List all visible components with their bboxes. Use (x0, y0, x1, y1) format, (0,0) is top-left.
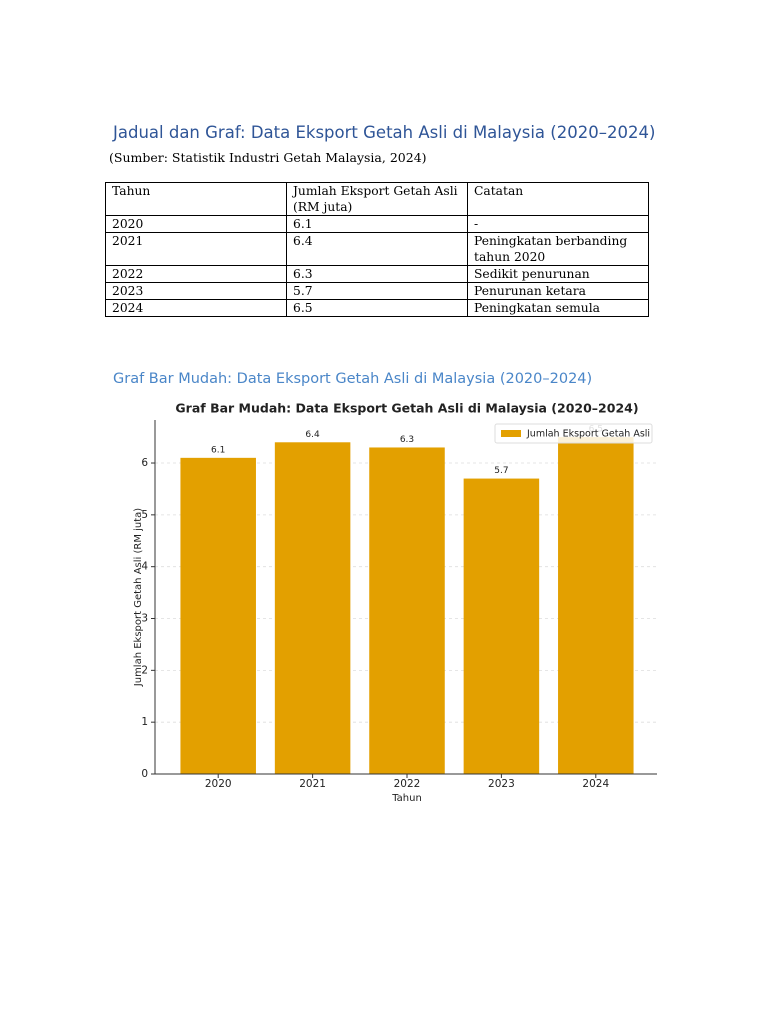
section-title: Graf Bar Mudah: Data Eksport Getah Asli … (113, 371, 593, 387)
legend-box (494, 423, 653, 444)
legend-label: Jumlah Eksport Getah Asli (526, 429, 650, 440)
bar (558, 437, 634, 774)
header-row: Tahun Jumlah Eksport Getah Asli (RM juta)… (105, 182, 649, 216)
bar (274, 442, 351, 774)
y-tick-label: 2 (141, 664, 148, 676)
table-cell: Catatan (467, 182, 649, 216)
data-label: 6.3 (400, 435, 414, 445)
y-tick-label: 4 (141, 561, 148, 573)
legend-swatch (501, 430, 521, 437)
table-row: 2024 6.5 Peningkatan semula (105, 299, 649, 317)
data-label: 6.4 (305, 430, 320, 440)
x-tick-label: 2020 (205, 778, 232, 790)
bar (180, 457, 256, 774)
document-title: Jadual dan Graf: Data Eksport Getah Asli… (113, 123, 656, 142)
table-cell: 6.5 (286, 299, 468, 317)
table-cell: 2024 (105, 299, 287, 317)
y-tick-label: 0 (141, 768, 148, 780)
y-tick-label: 3 (141, 613, 148, 625)
y-tick-label: 6 (141, 457, 148, 469)
x-axis-label: Tahun (391, 793, 422, 804)
data-label: 5.7 (494, 466, 508, 476)
table-cell: Peningkatan berbanding tahun 2020 (467, 232, 649, 266)
x-tick-label: 2022 (394, 778, 421, 790)
x-tick-label: 2024 (582, 778, 609, 790)
x-tick-label: 2021 (299, 778, 326, 790)
y-tick-label: 1 (141, 716, 148, 728)
x-tick-label: 2023 (488, 778, 515, 790)
y-axis-label: Jumlah Eksport Getah Asli (RM juta) (133, 508, 144, 688)
data-table: Tahun Jumlah Eksport Getah Asli (RM juta)… (105, 182, 649, 317)
table-cell: Peningkatan semula (467, 299, 649, 317)
chart-title: Graf Bar Mudah: Data Eksport Getah Asli … (175, 401, 638, 416)
bar (369, 447, 445, 774)
data-label: 6.1 (211, 445, 225, 455)
table-cell: 6.4 (286, 232, 468, 266)
table-cell: Penurunan ketara (467, 282, 649, 300)
bar (463, 478, 540, 774)
table-cell: 2020 (105, 215, 287, 233)
y-tick-label: 5 (141, 509, 148, 521)
table-row: 2020 6.1- (105, 215, 649, 233)
source-note: (Sumber: Statistik Industri Getah Malays… (109, 150, 427, 165)
table-row: 2021 6.4 Peningkatan berbanding tahun 2020 (105, 232, 649, 266)
table-cell: 2021 (105, 232, 287, 266)
